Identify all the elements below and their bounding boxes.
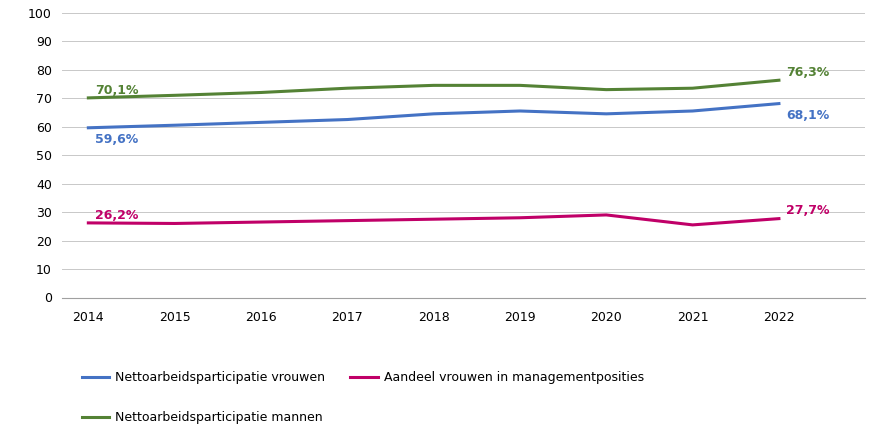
Legend: Nettoarbeidsparticipatie mannen: Nettoarbeidsparticipatie mannen: [77, 406, 328, 425]
Text: 59,6%: 59,6%: [95, 133, 138, 147]
Text: 26,2%: 26,2%: [95, 209, 138, 221]
Text: 76,3%: 76,3%: [786, 66, 829, 79]
Text: 70,1%: 70,1%: [95, 84, 139, 96]
Text: 68,1%: 68,1%: [786, 109, 829, 122]
Text: 27,7%: 27,7%: [786, 204, 830, 217]
